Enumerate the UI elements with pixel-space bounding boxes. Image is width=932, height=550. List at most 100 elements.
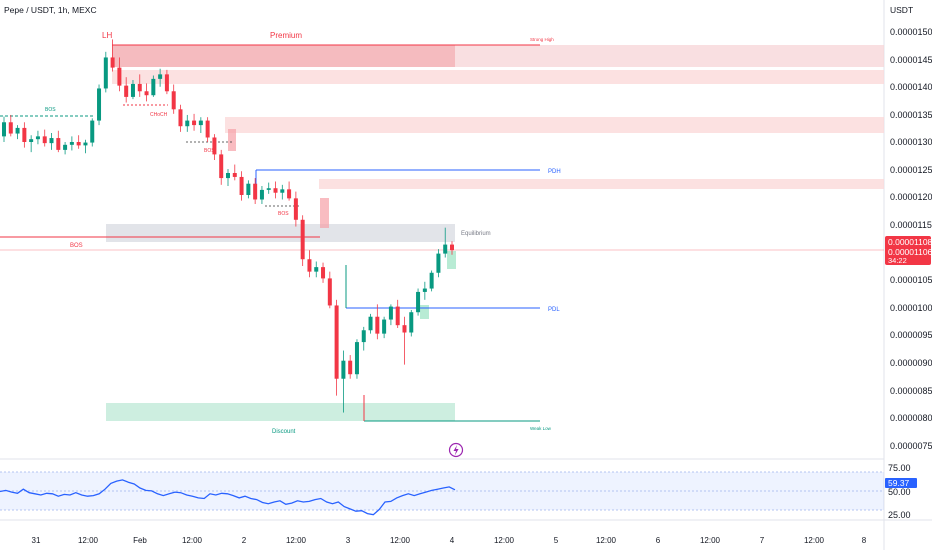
currency-label[interactable]: USDT	[890, 5, 913, 15]
rsi-line[interactable]	[0, 479, 456, 516]
candle-body[interactable]	[293, 198, 298, 220]
candle-body[interactable]	[300, 219, 305, 260]
svg-text:59.37: 59.37	[888, 478, 910, 488]
candle-body[interactable]	[151, 78, 156, 96]
candle-body[interactable]	[402, 325, 407, 333]
candle-body[interactable]	[219, 154, 224, 179]
candle-body[interactable]	[443, 244, 448, 254]
candle-body[interactable]	[137, 83, 142, 92]
candle-body[interactable]	[226, 173, 230, 179]
svg-text:3: 3	[346, 536, 351, 545]
supply-zone-upper[interactable]	[112, 70, 884, 84]
candle-body[interactable]	[395, 306, 400, 326]
candle-body[interactable]	[246, 183, 251, 195]
candle-body[interactable]	[232, 173, 237, 177]
candle-body[interactable]	[171, 91, 176, 110]
candle-body[interactable]	[198, 120, 203, 126]
candle-body[interactable]	[178, 109, 183, 127]
candle-body[interactable]	[29, 139, 34, 142]
candle-body[interactable]	[287, 189, 292, 199]
candle-body[interactable]	[266, 188, 271, 190]
price-axis[interactable]	[884, 0, 932, 550]
candle-body[interactable]	[436, 253, 441, 273]
candle-body[interactable]	[56, 138, 61, 150]
svg-text:31: 31	[32, 536, 41, 545]
svg-text:Feb: Feb	[133, 536, 147, 545]
candle-body[interactable]	[239, 176, 244, 195]
time-axis-labels[interactable]: 31 12:00 Feb 12:00 2 12:00 3 12:00 4 12:…	[32, 536, 867, 545]
candle-body[interactable]	[90, 120, 95, 143]
pdl-label: PDL	[548, 307, 560, 313]
candle-body[interactable]	[409, 312, 414, 333]
svg-text:25.00: 25.00	[888, 510, 911, 520]
candle-body[interactable]	[97, 88, 102, 121]
candle-body[interactable]	[416, 291, 421, 313]
candle-body[interactable]	[69, 142, 74, 145]
candle-body[interactable]	[22, 127, 27, 142]
candle-body[interactable]	[83, 142, 88, 146]
candle-body[interactable]	[158, 74, 163, 79]
lightning-icon[interactable]	[448, 442, 464, 458]
candle-body[interactable]	[2, 122, 6, 137]
candlestick-series[interactable]	[2, 39, 454, 413]
candle-body[interactable]	[334, 305, 339, 379]
discount-zone[interactable]	[106, 403, 455, 421]
supply-zone-mid[interactable]	[225, 117, 884, 133]
candle-body[interactable]	[49, 138, 54, 144]
candle-body[interactable]	[42, 136, 47, 144]
candle-body[interactable]	[348, 360, 353, 375]
rsi-value-tag[interactable]: 59.37	[885, 478, 917, 488]
candle-body[interactable]	[185, 120, 190, 127]
candle-body[interactable]	[388, 306, 393, 320]
svg-text:7: 7	[760, 536, 765, 545]
candle-body[interactable]	[110, 57, 115, 68]
candle-body[interactable]	[259, 189, 264, 200]
candle-body[interactable]	[253, 183, 258, 200]
candle-body[interactable]	[35, 136, 40, 140]
candle-body[interactable]	[63, 144, 68, 150]
candle-body[interactable]	[130, 83, 135, 97]
candle-body[interactable]	[429, 272, 434, 289]
candle-body[interactable]	[76, 142, 81, 146]
candle-body[interactable]	[327, 278, 332, 306]
chart-title[interactable]: Pepe / USDT, 1h, MEXC	[4, 5, 97, 15]
candle-body[interactable]	[212, 137, 217, 155]
candle-body[interactable]	[314, 267, 319, 272]
candle-body[interactable]	[450, 244, 454, 251]
candle-body[interactable]	[164, 74, 169, 92]
rsi-axis-labels: 75.00 50.00 25.00	[888, 463, 911, 520]
orderblock-red-1	[228, 129, 236, 151]
candle-body[interactable]	[192, 120, 197, 126]
candle-body[interactable]	[280, 189, 285, 193]
lh-label: LH	[102, 31, 112, 40]
candle-body[interactable]	[307, 259, 312, 272]
candle-body[interactable]	[341, 360, 346, 379]
equilibrium-zone[interactable]	[106, 224, 455, 242]
candle-body[interactable]	[117, 67, 122, 86]
candle-body[interactable]	[144, 91, 149, 96]
candle-body[interactable]	[368, 316, 373, 331]
candle-body[interactable]	[103, 57, 108, 89]
candle-body[interactable]	[15, 127, 20, 134]
supply-zone-lower[interactable]	[319, 179, 884, 189]
candle-body[interactable]	[382, 319, 387, 334]
candle-body[interactable]	[375, 316, 380, 334]
supply-zone-extended[interactable]	[455, 45, 884, 67]
candle-body[interactable]	[361, 330, 366, 343]
candle-body[interactable]	[273, 188, 278, 193]
candle-body[interactable]	[205, 120, 210, 138]
current-price-tag[interactable]: 0.00001108 0.00001106 34:22	[885, 236, 932, 265]
candle-body[interactable]	[354, 342, 359, 375]
candle-body[interactable]	[321, 267, 326, 279]
supply-zone-strong[interactable]	[112, 45, 455, 67]
candle-body[interactable]	[422, 288, 427, 292]
orderblock-green-1	[447, 251, 456, 269]
candle-body[interactable]	[8, 122, 13, 134]
candle-body[interactable]	[124, 85, 129, 97]
bos-red-label: BOS	[70, 243, 83, 249]
